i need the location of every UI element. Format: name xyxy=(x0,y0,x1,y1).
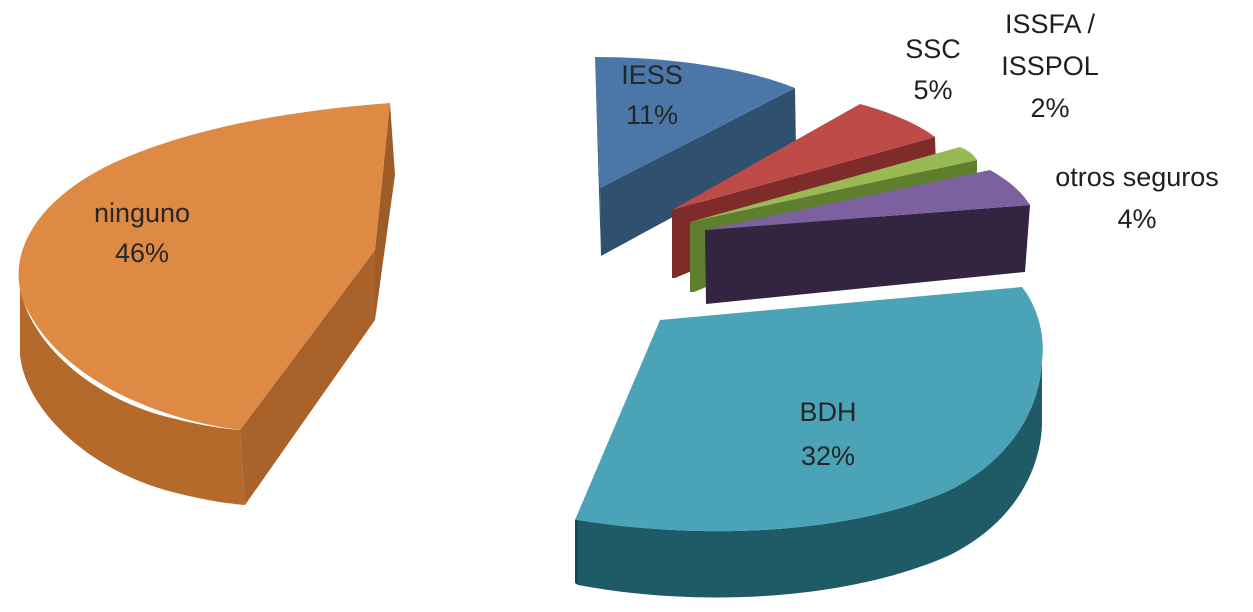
slice-iess xyxy=(595,57,796,256)
slice-ninguno-top xyxy=(18,103,391,430)
label-iess: IESS 11% xyxy=(621,60,683,130)
label-bdh: BDH 32% xyxy=(799,397,856,471)
slice-ninguno-side-back xyxy=(375,103,395,320)
label-ninguno: ninguno 46% xyxy=(94,198,190,268)
label-iess-name: IESS xyxy=(621,60,683,90)
slice-ninguno-side xyxy=(20,285,245,505)
label-ssc-pct: 5% xyxy=(913,75,952,105)
label-otros-pct: 4% xyxy=(1117,204,1156,234)
label-ssc-name: SSC xyxy=(905,34,961,64)
label-issfa-line2: ISSPOL xyxy=(1001,51,1099,81)
label-ninguno-name: ninguno xyxy=(94,198,190,228)
label-ninguno-pct: 46% xyxy=(115,238,169,268)
slice-otros-seguros xyxy=(705,170,1030,304)
slice-bdh-top xyxy=(575,287,1043,532)
slice-ninguno xyxy=(18,103,395,505)
slice-issfa-top xyxy=(690,147,977,222)
slice-ssc-top xyxy=(672,104,935,210)
slice-iess-side xyxy=(600,88,796,256)
label-bdh-pct: 32% xyxy=(801,441,855,471)
slice-bdh-side-left xyxy=(575,520,578,585)
slice-otros-top xyxy=(705,170,1030,230)
label-iess-pct: 11% xyxy=(626,100,678,130)
label-issfa-pct: 2% xyxy=(1030,93,1069,123)
slice-ninguno-side-right xyxy=(240,250,375,505)
slice-bdh xyxy=(575,287,1043,598)
label-issfa-line1: ISSFA / xyxy=(1005,9,1096,39)
label-otros-seguros: otros seguros 4% xyxy=(1055,162,1219,234)
label-ssc: SSC 5% xyxy=(905,34,961,105)
slice-iess-side-left xyxy=(595,57,601,256)
label-issfa: ISSFA / ISSPOL 2% xyxy=(1001,9,1099,123)
label-bdh-name: BDH xyxy=(799,397,856,427)
slice-bdh-side xyxy=(578,360,1042,598)
slice-otros-side xyxy=(705,205,1030,304)
label-otros-name: otros seguros xyxy=(1055,162,1219,192)
slice-iess-top xyxy=(595,57,795,188)
